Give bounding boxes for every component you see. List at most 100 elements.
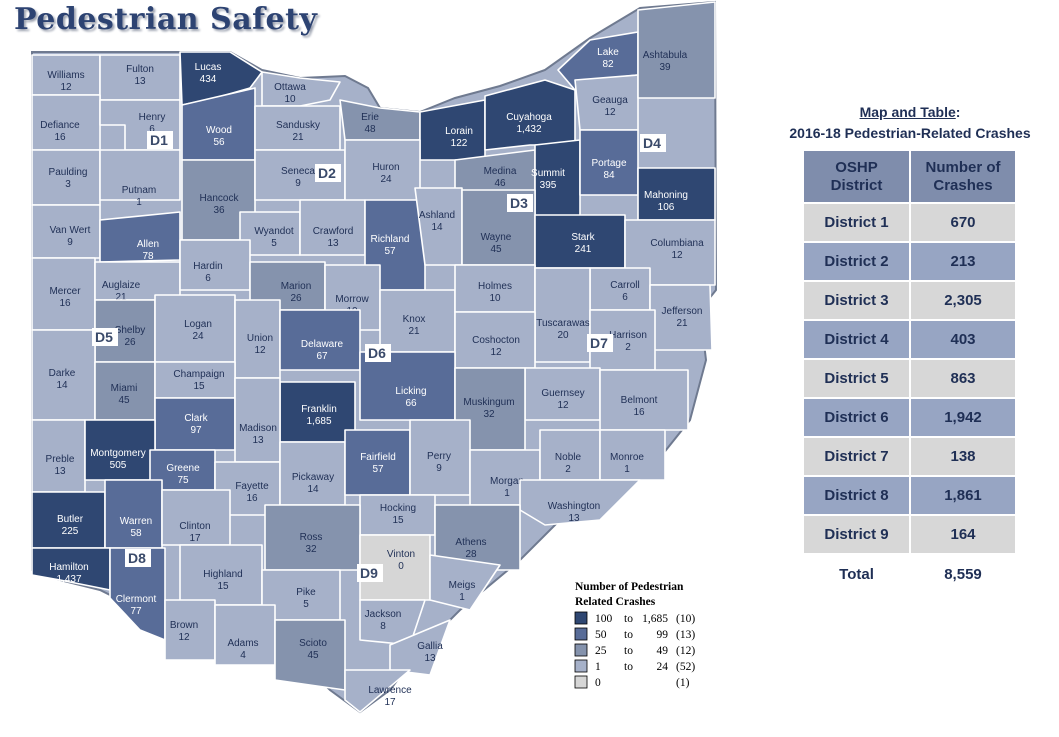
county-value-wood: 56 — [213, 137, 225, 148]
county-value-putnam: 1 — [136, 197, 142, 208]
county-name-crawford: Crawford — [313, 226, 354, 237]
county-name-defiance: Defiance — [40, 120, 80, 131]
county-hamilton[interactable] — [31, 547, 111, 591]
county-value-defiance: 16 — [54, 132, 66, 143]
county-name-hancock: Hancock — [200, 193, 240, 204]
district-name-cell: District 3 — [802, 280, 911, 321]
county-value-ashtabula: 39 — [659, 62, 671, 73]
county-value-clark: 97 — [190, 425, 202, 436]
county-name-knox: Knox — [403, 314, 426, 325]
county-value-hancock: 36 — [213, 205, 225, 216]
legend-item-text: to — [624, 661, 633, 673]
county-champaign[interactable] — [154, 361, 236, 399]
county-value-knox: 21 — [408, 326, 420, 337]
county-value-washington: 13 — [568, 513, 580, 524]
header-col1-line1: OSHP — [835, 158, 878, 176]
county-allen[interactable] — [99, 211, 181, 263]
county-value-hocking: 15 — [392, 515, 404, 526]
legend-swatch — [574, 611, 588, 625]
county-value-ross: 32 — [305, 544, 317, 555]
table-row: District 1 670 — [802, 202, 1017, 243]
county-value-warren: 58 — [130, 528, 142, 539]
county-madison[interactable] — [234, 377, 281, 463]
county-name-harrison: Harrison — [609, 330, 647, 341]
county-value-pike: 5 — [303, 599, 309, 610]
district-label-d4: D4 — [643, 135, 661, 151]
district-label-box-d5 — [92, 328, 118, 346]
ohio-county-map: Williams12Fulton13Lucas434Ottawa10Defian… — [31, 0, 718, 714]
county-name-lawrence: Lawrence — [368, 685, 412, 696]
county-value-vinton: 0 — [398, 561, 404, 572]
table-row: District 3 2,305 — [802, 280, 1017, 321]
county-value-geauga: 12 — [604, 107, 616, 118]
table-heading-link[interactable]: Map and Table — [859, 104, 956, 120]
county-value-cuyahoga: 1,432 — [516, 124, 541, 135]
table-row: District 2 213 — [802, 241, 1017, 282]
county-name-delaware: Delaware — [301, 339, 344, 350]
county-athens[interactable] — [434, 504, 521, 571]
county-name-preble: Preble — [46, 454, 75, 465]
county-value-henry: 6 — [149, 124, 155, 135]
county-name-licking: Licking — [395, 386, 426, 397]
county-name-meigs: Meigs — [449, 580, 476, 591]
county-value-franklin: 1,685 — [306, 416, 331, 427]
county-name-ottawa: Ottawa — [274, 82, 306, 93]
district-label-box-d7 — [587, 334, 613, 352]
district-label-d1: D1 — [150, 132, 168, 148]
county-clermont[interactable] — [109, 547, 166, 641]
county-value-tuscarawas: 20 — [557, 330, 569, 341]
county-name-fulton: Fulton — [126, 64, 154, 75]
county-value-van-wert: 9 — [67, 237, 73, 248]
county-value-columbiana: 12 — [671, 250, 683, 261]
county-erie[interactable] — [339, 99, 421, 141]
county-value-butler: 225 — [62, 526, 79, 537]
header-col2-line1: Number of — [925, 158, 1001, 176]
county-value-adams: 4 — [240, 650, 246, 661]
county-clark[interactable] — [154, 397, 236, 451]
county-value-summit: 395 — [540, 180, 557, 191]
county-monroe[interactable] — [599, 429, 666, 481]
county-value-wayne: 45 — [490, 244, 502, 255]
county-name-noble: Noble — [555, 452, 582, 463]
county-name-huron: Huron — [372, 162, 399, 173]
county-name-wayne: Wayne — [481, 232, 512, 243]
crash-count-cell: 213 — [909, 241, 1017, 282]
county-name-ashtabula: Ashtabula — [643, 50, 688, 61]
county-ashtabula[interactable] — [637, 1, 716, 99]
county-value-darke: 14 — [56, 380, 68, 391]
county-name-wyandot: Wyandot — [254, 226, 294, 237]
county-lawrence[interactable] — [344, 669, 411, 713]
county-value-lucas: 434 — [200, 74, 217, 85]
county-name-geauga: Geauga — [592, 95, 628, 106]
district-label-d2: D2 — [318, 165, 336, 181]
county-meigs[interactable] — [429, 554, 501, 611]
county-tuscarawas[interactable] — [534, 267, 591, 363]
district-name-cell: District 9 — [802, 514, 911, 555]
county-name-adams: Adams — [227, 638, 258, 649]
county-name-ross: Ross — [300, 532, 323, 543]
header-col2-line2: Crashes — [933, 176, 993, 194]
county-value-erie: 48 — [364, 124, 376, 135]
legend-item-text: (1) — [676, 677, 690, 689]
county-name-erie: Erie — [361, 112, 379, 123]
county-value-guernsey: 12 — [557, 400, 569, 411]
county-gallia[interactable] — [389, 619, 451, 676]
county-name-putnam: Putnam — [122, 185, 156, 196]
county-name-carroll: Carroll — [610, 280, 639, 291]
legend-title-line2: Related Crashes — [575, 596, 656, 608]
county-belmont[interactable] — [599, 369, 689, 431]
county-name-williams: Williams — [47, 70, 84, 81]
county-putnam[interactable] — [99, 149, 181, 201]
county-name-clinton: Clinton — [179, 521, 210, 532]
county-name-medina: Medina — [484, 166, 517, 177]
county-name-allen: Allen — [137, 239, 159, 250]
county-value-athens: 28 — [465, 549, 477, 560]
district-label-d7: D7 — [590, 335, 608, 351]
county-name-belmont: Belmont — [621, 395, 658, 406]
total-label-cell: Total — [802, 553, 911, 595]
county-name-franklin: Franklin — [301, 404, 337, 415]
county-name-marion: Marion — [281, 281, 312, 292]
county-value-seneca: 9 — [295, 178, 301, 189]
county-value-jefferson: 21 — [676, 318, 688, 329]
district-crash-table: OSHP District Number of Crashes District… — [802, 149, 1017, 595]
